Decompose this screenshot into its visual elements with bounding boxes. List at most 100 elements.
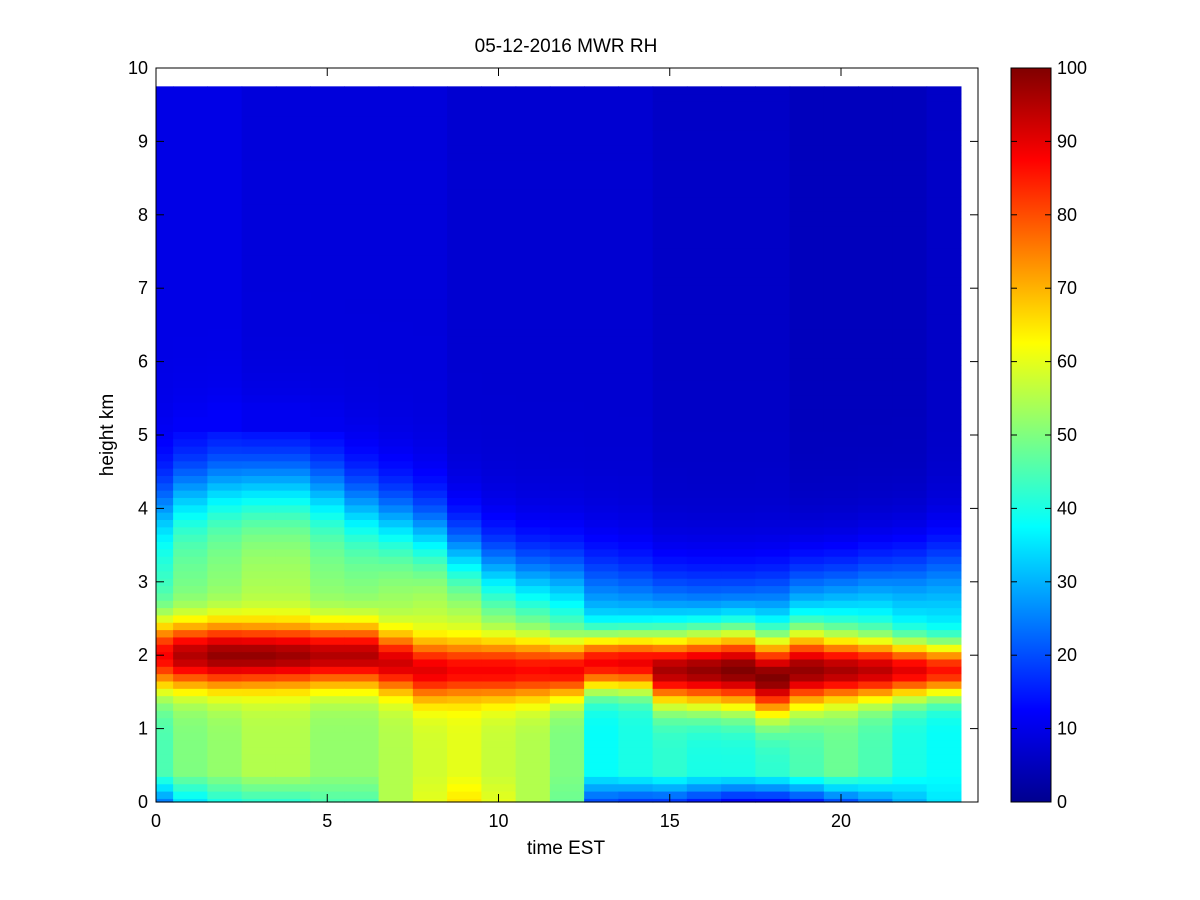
heatmap-cell <box>584 761 619 770</box>
heatmap-cell <box>310 460 345 469</box>
heatmap-cell <box>275 335 311 344</box>
heatmap-cell <box>789 541 825 550</box>
heatmap-cell <box>755 526 791 535</box>
heatmap-cell <box>173 431 208 440</box>
heatmap-cell <box>892 247 928 256</box>
heatmap-cell <box>156 746 174 755</box>
heatmap-cell <box>310 159 345 168</box>
heatmap-cell <box>721 409 756 418</box>
heatmap-cell <box>789 710 825 719</box>
heatmap-cell <box>618 556 654 565</box>
heatmap-cell <box>618 328 654 337</box>
heatmap-cell <box>515 372 551 381</box>
heatmap-cell <box>823 453 859 462</box>
heatmap-cell <box>173 622 208 631</box>
heatmap-cell <box>721 137 756 146</box>
heatmap-cell <box>755 497 791 506</box>
heatmap-cell <box>652 379 688 388</box>
heatmap-cell <box>755 416 791 425</box>
heatmap-cell <box>686 468 722 476</box>
heatmap-cell <box>584 512 619 521</box>
heatmap-cell <box>618 497 654 506</box>
heatmap-cell <box>275 416 311 425</box>
heatmap-cell <box>344 174 380 183</box>
heatmap-cell <box>823 115 859 124</box>
heatmap-cell <box>584 526 619 535</box>
heatmap-cell <box>858 379 893 388</box>
heatmap-cell <box>447 746 482 755</box>
heatmap-cell <box>789 724 825 733</box>
heatmap-cell <box>618 167 654 176</box>
heatmap-cell <box>789 423 825 432</box>
heatmap-cell <box>584 732 619 741</box>
heatmap-cell <box>789 673 825 682</box>
heatmap-cell <box>207 167 243 176</box>
heatmap-cell <box>618 372 654 381</box>
heatmap-cell <box>515 365 551 374</box>
heatmap-cell <box>481 636 517 645</box>
heatmap-cell <box>721 607 756 616</box>
heatmap-cell <box>173 387 208 396</box>
heatmap-cell <box>584 299 619 308</box>
heatmap-cell <box>755 291 791 300</box>
heatmap-cell <box>721 453 756 462</box>
heatmap-cell <box>755 622 791 631</box>
heatmap-cell <box>549 622 585 631</box>
heatmap-cell <box>447 658 482 667</box>
heatmap-cell <box>481 512 517 521</box>
heatmap-cell <box>858 754 893 763</box>
heatmap-cell <box>156 401 174 410</box>
heatmap-cell <box>378 739 414 748</box>
heatmap-cell <box>412 350 448 359</box>
heatmap-cell <box>892 438 928 447</box>
heatmap-cell <box>412 754 448 763</box>
heatmap-cell <box>156 211 174 220</box>
heatmap-cell <box>515 335 551 344</box>
heatmap-cell <box>686 651 722 660</box>
heatmap-cell <box>310 379 345 388</box>
heatmap-cell <box>310 401 345 410</box>
heatmap-cell <box>892 350 928 359</box>
heatmap-cell <box>447 482 482 491</box>
heatmap-cell <box>241 431 277 440</box>
heatmap-cell <box>173 607 208 616</box>
heatmap-cell <box>721 401 756 410</box>
heatmap-cell <box>481 556 517 565</box>
heatmap-cell <box>275 86 311 95</box>
heatmap-cell <box>549 739 585 748</box>
heatmap-cell <box>378 438 414 447</box>
heatmap-cell <box>892 262 928 271</box>
heatmap-cell <box>652 262 688 271</box>
heatmap-cell <box>378 115 414 124</box>
heatmap-cell <box>378 130 414 139</box>
heatmap-cell <box>892 299 928 308</box>
heatmap-cell <box>310 416 345 425</box>
heatmap-cell <box>755 343 791 352</box>
heatmap-cell <box>515 512 551 521</box>
heatmap-cell <box>310 695 345 704</box>
heatmap-cell <box>652 240 688 249</box>
heatmap-cell <box>207 159 243 168</box>
heatmap-cell <box>584 269 619 278</box>
heatmap-cell <box>344 86 380 95</box>
heatmap-cell <box>686 482 722 491</box>
heatmap-cell <box>926 636 962 645</box>
heatmap-cell <box>892 313 928 322</box>
heatmap-cell <box>858 680 893 689</box>
heatmap-cell <box>447 233 482 242</box>
heatmap-cell <box>549 328 585 337</box>
heatmap-cell <box>584 673 619 682</box>
heatmap-cell <box>344 636 380 645</box>
heatmap-cell <box>618 299 654 308</box>
heatmap-cell <box>686 724 722 733</box>
heatmap-cell <box>584 578 619 587</box>
heatmap-cell <box>156 526 174 535</box>
heatmap-cell <box>789 291 825 300</box>
heatmap-cell <box>241 343 277 352</box>
heatmap-cell <box>412 475 448 484</box>
heatmap-cell <box>823 651 859 660</box>
heatmap-cell <box>926 306 962 315</box>
heatmap-cell <box>344 776 380 785</box>
heatmap-cell <box>447 651 482 660</box>
